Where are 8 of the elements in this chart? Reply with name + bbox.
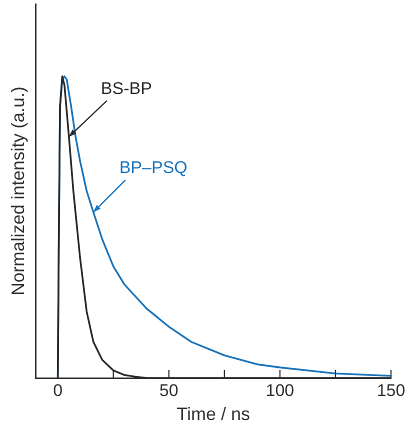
x-tick-label: 0 xyxy=(53,380,63,400)
text: BP–PSQ xyxy=(119,158,188,178)
x-tick-label: 150 xyxy=(376,380,406,400)
y-axis-title: Normalized intensity (a.u.) xyxy=(8,86,28,296)
x-tick-label: 50 xyxy=(159,380,178,400)
x-axis-title: Time / ns xyxy=(176,404,250,424)
text: BS-BP xyxy=(100,78,152,99)
x-tick-label: 100 xyxy=(266,380,294,400)
